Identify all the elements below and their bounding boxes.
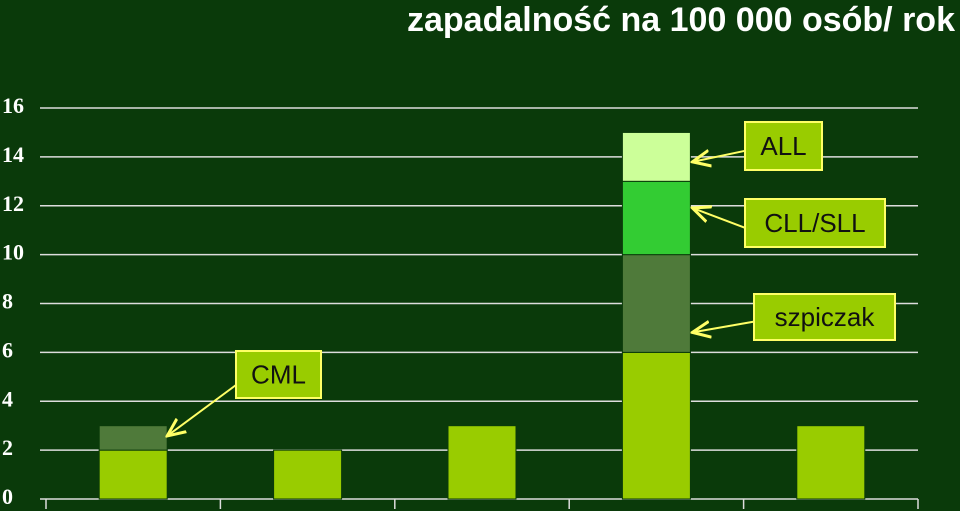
chart-title: zapadalność na 100 000 osób/ rok [407,1,955,39]
bar-segment [621,180,691,256]
y-tick-label: 6 [2,337,13,362]
callout-box [744,198,886,248]
callout-label: CML [251,359,306,389]
callout-arrow [692,322,755,333]
bar-segment [447,425,517,500]
callout-arrow [692,208,746,229]
y-tick-label: 0 [2,484,13,509]
bar-segment [621,351,691,500]
y-tick-label: 12 [2,191,24,216]
callout-label: ALL [760,131,806,161]
callout-box [744,121,823,171]
y-tick-label: 2 [2,435,13,460]
bar-segment [98,449,168,500]
y-tick-label: 14 [2,142,24,167]
bar-segment [621,131,691,182]
y-tick-label: 8 [2,289,13,314]
callout-arrow [167,384,237,436]
y-tick-label: 10 [2,240,24,265]
callout-label: szpiczak [775,302,876,332]
callout-box [235,350,322,399]
bar-segment [621,254,691,353]
bar-segment [796,425,866,500]
bar-segment [273,449,343,500]
bar-segment [98,425,168,451]
y-tick-label: 16 [2,93,24,118]
callout-arrow [692,151,746,162]
y-tick-label: 4 [2,386,13,411]
callout-label: CLL/SLL [764,208,865,238]
callout-box [753,293,896,341]
